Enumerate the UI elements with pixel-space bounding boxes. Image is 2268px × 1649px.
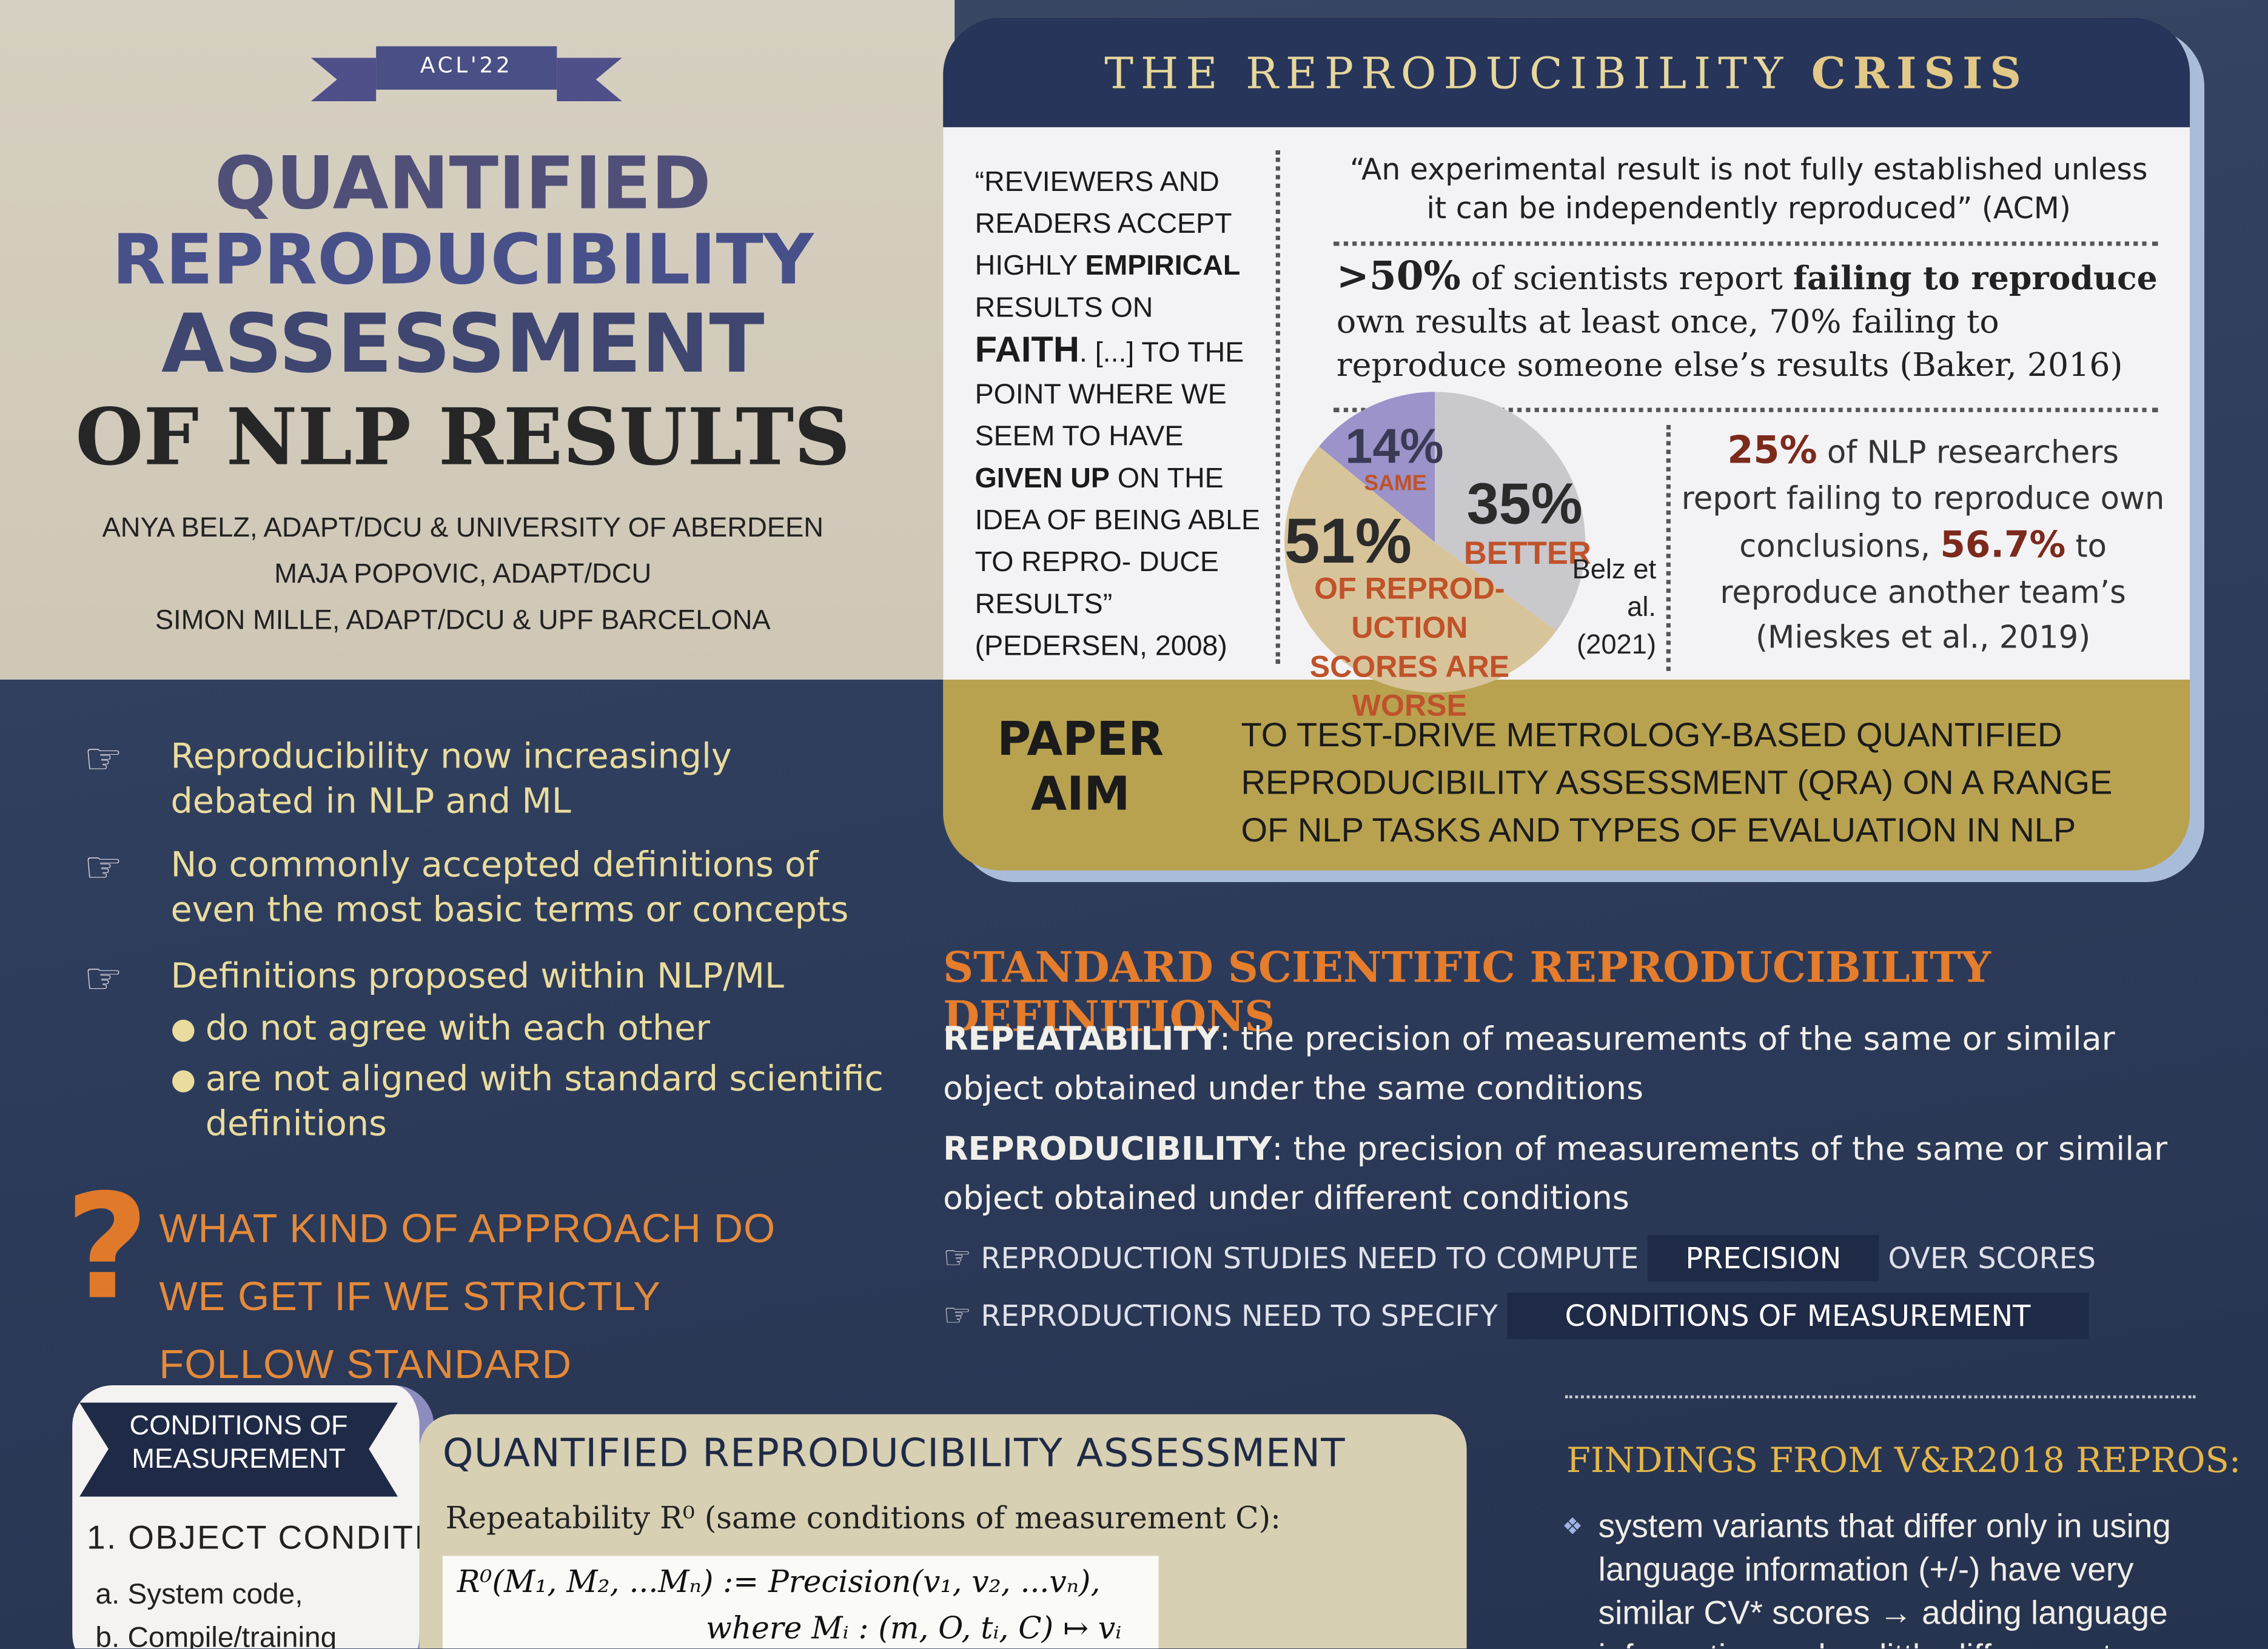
quote-text: ON THE IDEA OF BEING ABLE TO REPRO- DUCE… xyxy=(975,463,1261,663)
mieskes-stat: 25% of NLP researchers report failing to… xyxy=(1681,429,2166,661)
pie-value-label: 35% xyxy=(1466,472,1583,537)
aim-label: PAPER AIM xyxy=(997,711,1164,821)
quote-emphasis: GIVEN UP xyxy=(975,463,1110,495)
crisis-box: THE REPRODUCIBILITY CRISIS “REVIEWERS AN… xyxy=(943,17,2190,871)
sub-bullet-dot: ● xyxy=(170,1061,196,1096)
pie-label: SAME xyxy=(1364,471,1427,497)
author: MAJA POPOVIC, ADAPT/DCU xyxy=(274,560,652,590)
definition-text: : the precision of measurements of the s… xyxy=(943,1020,2115,1108)
title-line: QUANTIFIED xyxy=(214,141,711,226)
definition: REPRODUCIBILITY: the precision of measur… xyxy=(943,1125,2187,1223)
conditions-item: b. Compile/training xyxy=(95,1622,337,1649)
header-background xyxy=(0,0,955,680)
stat-emphasis: 56.7% xyxy=(1940,523,2066,566)
pie-label: OF REPROD- UCTION SCORES ARE WORSE xyxy=(1309,572,1510,723)
findings-bullet: system variants that differ only in usin… xyxy=(1598,1507,2171,1648)
quote-emphasis: FAITH xyxy=(975,329,1079,370)
bullet: No commonly accepted definitions of even… xyxy=(170,844,849,930)
formula: where Mᵢ : (m, O, tᵢ, C) ↦ vᵢ xyxy=(705,1611,1122,1646)
qra-intro: Repeatability R⁰ (same conditions of mea… xyxy=(445,1500,1281,1536)
question-mark: ? xyxy=(65,1162,149,1332)
divider xyxy=(1334,407,2158,412)
crisis-title-bold: CRISIS xyxy=(1811,49,2029,100)
definition-text: : the precision of measurements of the s… xyxy=(943,1131,2168,1218)
definitions-heading: STANDARD SCIENTIFIC REPRODUCIBILITY DEFI… xyxy=(943,943,1991,1042)
pie-source: Belz et al. (2021) xyxy=(1572,555,1657,661)
definition: REPEATABILITY: the precision of measurem… xyxy=(943,1015,2187,1113)
decoration xyxy=(79,1402,398,1497)
title-line: ASSESSMENT xyxy=(161,298,765,392)
pointer-icon: ☞ xyxy=(84,954,123,1005)
pointer-icon: ☞ xyxy=(84,734,123,786)
quote-emphasis: EMPIRICAL xyxy=(1085,250,1241,283)
decoration: ☞ xyxy=(943,1298,972,1335)
divider xyxy=(1565,1395,2196,1399)
stat-emphasis: >50% xyxy=(1336,254,1461,299)
quote-text: . [...] TO THE POINT WHERE WE SEEM TO HA… xyxy=(975,336,1244,453)
divider xyxy=(1275,150,1280,664)
crisis-header xyxy=(943,17,2190,127)
stat-text: of NLP researchers report failing to rep… xyxy=(1681,435,2165,566)
decoration xyxy=(376,46,557,90)
qra-title: QUANTIFIED REPRODUCIBILITY ASSESSMENT xyxy=(442,1431,1346,1477)
ribbon: CONDITIONS OF MEASUREMENT xyxy=(1507,1293,2089,1339)
pie-chart xyxy=(1284,392,1586,693)
bullet: Reproducibility now increasingly debated… xyxy=(170,736,732,821)
decoration xyxy=(310,58,377,101)
conditions-item: a. System code, xyxy=(95,1579,303,1611)
formula-box xyxy=(442,1556,1159,1649)
pie-value-label: 51% xyxy=(1284,506,1412,577)
title-line: REPRODUCIBILITY xyxy=(112,219,814,301)
pointer-text: OVER SCORES xyxy=(1888,1240,2096,1276)
conditions-ribbon-shape xyxy=(79,1402,398,1497)
pointer-text: REPRODUCTIONS NEED TO SPECIFY xyxy=(981,1298,1498,1334)
stat-text: to reproduce another team’s (Mieskes et … xyxy=(1720,529,2126,657)
decoration xyxy=(557,58,622,101)
baker-stat: >50% of scientists report failing to rep… xyxy=(1336,254,2168,387)
stat-text: own results at least once, 70% failing t… xyxy=(1336,303,2123,385)
pointer-line: ☞ REPRODUCTIONS NEED TO SPECIFY CONDITIO… xyxy=(943,1293,2089,1339)
pie-slice xyxy=(1284,446,1557,693)
decoration: ☞ xyxy=(943,1240,972,1277)
pie-value-label: 14% xyxy=(1345,419,1444,475)
sub-bullet-dot: ● xyxy=(170,1011,196,1046)
sub-bullet: are not aligned with standard scientific… xyxy=(205,1058,884,1144)
crisis-title: THE REPRODUCIBILITY CRISIS xyxy=(943,49,2190,99)
formula: R⁰(M₁, M₂, ...Mₙ) := Precision(v₁, v₂, .… xyxy=(457,1564,1101,1600)
pie-label: BETTER xyxy=(1463,535,1591,572)
quote: “REVIEWERS AND READERS ACCEPT HIGHLY EMP… xyxy=(975,162,1272,668)
author: SIMON MILLE, ADAPT/DCU & UPF BARCELONA xyxy=(155,606,771,637)
author: ANYA BELZ, ADAPT/DCU & UNIVERSITY OF ABE… xyxy=(102,513,824,544)
findings-heading: FINDINGS FROM V&R2018 REPROS: xyxy=(1566,1440,2241,1481)
title-line: OF NLP RESULTS xyxy=(75,390,851,483)
aim-text: TO TEST-DRIVE METROLOGY-BASED QUANTIFIED… xyxy=(1241,715,2113,849)
pie-slice xyxy=(1318,392,1435,543)
stat-text: of scientists report xyxy=(1460,260,1793,298)
definition-term: REPEATABILITY xyxy=(943,1020,1220,1059)
pointer-line: ☞ REPRODUCTION STUDIES NEED TO COMPUTE P… xyxy=(943,1234,2096,1282)
pointer-text: REPRODUCTION STUDIES NEED TO COMPUTE xyxy=(981,1240,1639,1276)
findings-bullet-icon: ❖ xyxy=(1562,1512,1583,1540)
sub-bullet: do not agree with each other xyxy=(205,1008,710,1049)
divider xyxy=(1666,425,1671,671)
divider xyxy=(1334,241,2158,246)
conditions-ribbon: CONDITIONS OF MEASUREMENT xyxy=(129,1411,348,1475)
pie-slice xyxy=(1435,392,1586,631)
bullet: Definitions proposed within NLP/ML xyxy=(170,955,784,997)
stat-emphasis: 25% xyxy=(1727,429,1817,473)
pointer-icon: ☞ xyxy=(84,843,123,894)
quote-text: RESULTS ON xyxy=(975,292,1153,324)
stat-emphasis: failing to reproduce xyxy=(1793,260,2158,298)
crisis-title-text: THE REPRODUCIBILITY xyxy=(1104,49,1791,100)
badge-ribbon xyxy=(310,46,622,101)
quote-text: “REVIEWERS AND READERS ACCEPT HIGHLY xyxy=(975,166,1232,283)
ribbon: PRECISION xyxy=(1648,1234,1879,1282)
badge: ACL'22 xyxy=(420,52,513,78)
acm-quote: “An experimental result is not fully est… xyxy=(1349,152,2148,226)
definition-term: REPRODUCIBILITY xyxy=(943,1131,1272,1169)
